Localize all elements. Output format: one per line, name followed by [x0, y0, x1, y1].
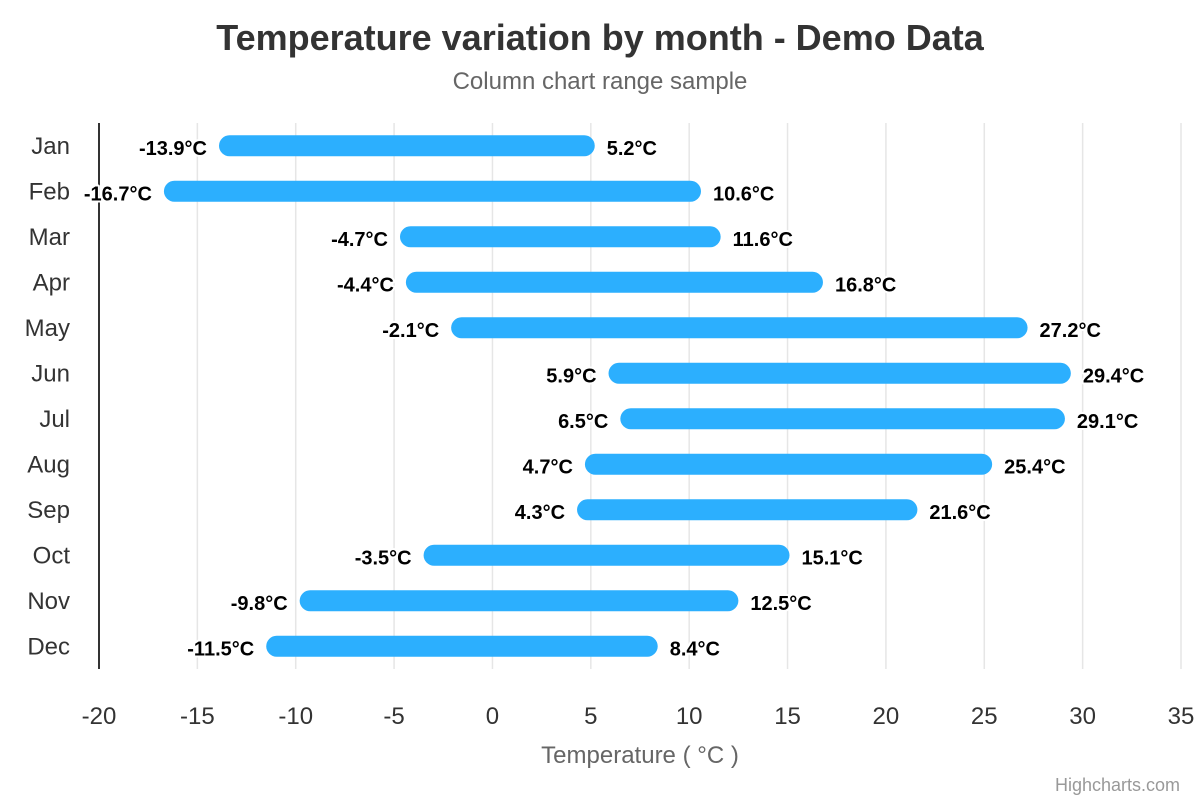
low-data-label: -16.7°C	[84, 183, 152, 205]
chart-title: Temperature variation by month - Demo Da…	[216, 17, 984, 58]
value-tick-label: 20	[873, 703, 900, 730]
range-bar	[577, 499, 918, 521]
grid-lines	[98, 123, 1182, 669]
value-tick-label: 25	[971, 703, 998, 730]
low-data-label: -4.4°C	[337, 274, 394, 296]
low-data-label: -13.9°C	[139, 138, 207, 160]
category-label: Jan	[31, 133, 70, 160]
range-bars	[163, 135, 1071, 657]
range-bar	[584, 453, 993, 475]
high-data-label: 12.5°C	[750, 593, 811, 615]
range-bar	[266, 635, 658, 657]
high-data-label: 10.6°C	[713, 183, 774, 205]
high-data-label: 11.6°C	[733, 229, 793, 251]
value-tick-label: -20	[82, 703, 117, 730]
credits-link[interactable]: Highcharts.com	[1055, 775, 1180, 795]
high-data-label: 25.4°C	[1004, 456, 1065, 478]
low-data-label: -4.7°C	[331, 229, 388, 251]
category-label: Jun	[31, 360, 70, 387]
low-data-label: 5.9°C	[546, 365, 596, 387]
value-tick-label: 35	[1168, 703, 1195, 730]
category-label: Apr	[33, 269, 70, 296]
category-label: Sep	[27, 497, 70, 524]
value-tick-label: 10	[676, 703, 703, 730]
category-axis: Jan Feb Mar Apr May Jun Jul Aug Sep Oct Nov Dec	[25, 133, 71, 661]
low-data-label: 4.7°C	[523, 456, 573, 478]
high-data-label: 21.6°C	[929, 502, 990, 524]
high-data-label: 29.4°C	[1083, 365, 1144, 387]
low-data-label: -11.5°C	[187, 638, 254, 660]
value-axis-title: Temperature ( °C )	[541, 742, 739, 769]
value-tick-label: -5	[383, 703, 404, 730]
category-label: Mar	[29, 224, 70, 251]
high-data-label: 5.2°C	[607, 138, 657, 160]
data-labels: -13.9°C 5.2°C -16.7°C 10.6°C -4.7°C 11.6°C -4.…	[82, 136, 1146, 663]
range-bar	[608, 362, 1071, 384]
value-tick-label: 0	[486, 703, 499, 730]
category-label: Jul	[39, 406, 70, 433]
category-label: Aug	[27, 451, 70, 478]
value-tick-label: 30	[1069, 703, 1096, 730]
category-label: Feb	[29, 178, 70, 205]
value-tick-label: 15	[774, 703, 801, 730]
high-data-label: 16.8°C	[835, 274, 896, 296]
high-data-label: 29.1°C	[1077, 411, 1138, 433]
value-tick-label: -10	[278, 703, 313, 730]
low-data-label: 4.3°C	[515, 502, 565, 524]
value-tick-label: 5	[584, 703, 597, 730]
range-bar	[399, 226, 721, 248]
low-data-label: 6.5°C	[558, 411, 608, 433]
range-bar	[219, 135, 595, 157]
category-label: Nov	[27, 588, 70, 615]
range-bar	[299, 590, 739, 612]
low-data-label: -9.8°C	[231, 593, 288, 615]
category-label: Oct	[33, 542, 71, 569]
category-label: Dec	[27, 633, 70, 660]
range-bar	[451, 317, 1028, 339]
low-data-label: -2.1°C	[382, 320, 439, 342]
chart-subtitle: Column chart range sample	[453, 68, 748, 95]
range-bar	[620, 408, 1065, 430]
low-data-label: -3.5°C	[355, 547, 412, 569]
high-data-label: 8.4°C	[670, 638, 720, 660]
range-bar	[423, 544, 790, 566]
range-bar	[405, 271, 823, 293]
range-bar	[163, 180, 701, 202]
high-data-label: 27.2°C	[1040, 320, 1101, 342]
high-data-label: 15.1°C	[802, 547, 863, 569]
value-tick-label: -15	[180, 703, 215, 730]
category-label: May	[25, 315, 70, 342]
value-axis: -20 -15 -10 -5 0 5 10 15 20 25 30 35	[82, 703, 1195, 730]
